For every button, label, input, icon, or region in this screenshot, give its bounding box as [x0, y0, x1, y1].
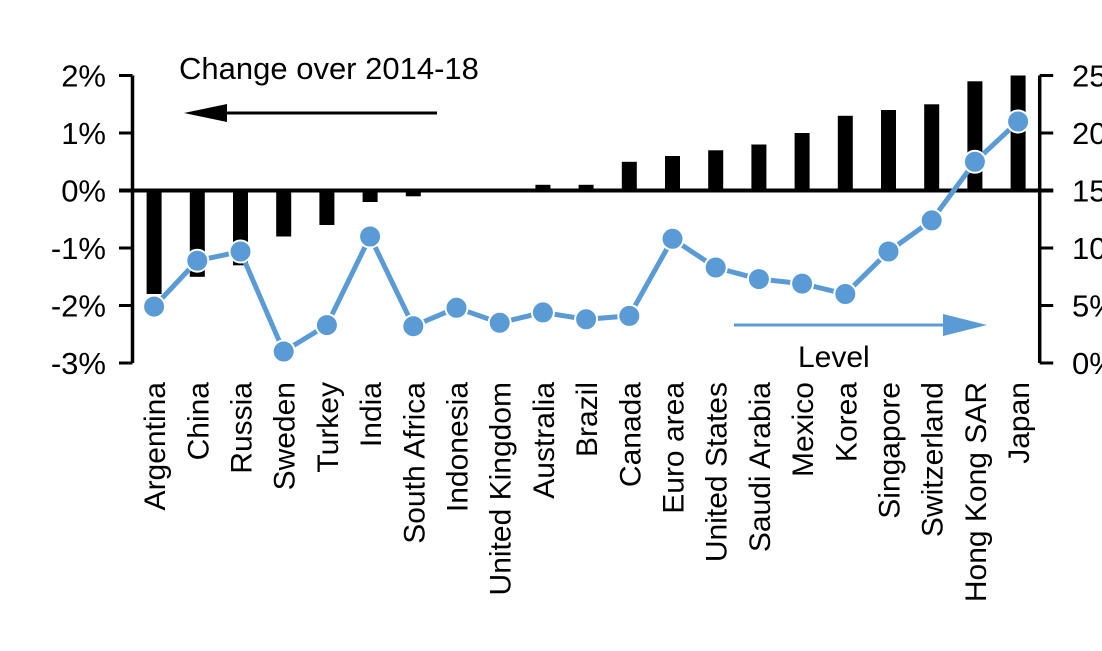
category-label-euro-area: Euro area: [658, 382, 691, 514]
dot-united-kingdom: [487, 310, 512, 335]
combo-chart: 2% 1% 0% -1% -2% -3% 25% 20% 15% 10% 5% 0% Argentina…: [51, 51, 1102, 603]
category-label-australia: Australia: [528, 382, 561, 499]
line-series: [142, 109, 1031, 364]
category-label-argentina: Argentina: [139, 382, 172, 511]
category-label-brazil: Brazil: [571, 382, 604, 457]
axes: [119, 74, 1054, 365]
left-axis-tick-label: 1%: [61, 116, 106, 151]
dot-argentina: [142, 294, 167, 319]
category-label-switzerland: Switzerland: [917, 382, 950, 537]
bar-korea: [837, 115, 853, 191]
bar-india: [362, 190, 378, 202]
level-arrow-right: [734, 314, 987, 336]
category-label-united-kingdom: United Kingdom: [485, 382, 518, 595]
dot-euro-area: [660, 226, 685, 251]
category-label-china: China: [182, 382, 215, 461]
bar-argentina: [146, 190, 162, 294]
category-label-russia: Russia: [226, 382, 259, 474]
bar-sweden: [276, 190, 292, 237]
axis-labels: 2% 1% 0% -1% -2% -3% 25% 20% 15% 10% 5% 0% Argentina…: [51, 59, 1102, 603]
category-label-south-africa: South Africa: [398, 382, 431, 544]
category-label-united-states: United States: [701, 382, 734, 562]
dot-russia: [228, 239, 253, 264]
bar-south-africa: [405, 190, 421, 197]
dot-turkey: [314, 313, 339, 338]
bar-canada: [621, 161, 637, 191]
level-series-label: Level: [798, 341, 870, 374]
category-label-turkey: Turkey: [312, 382, 345, 473]
chart-title: Change over 2014-18: [179, 51, 479, 86]
right-axis-tick-label: 15%: [1072, 174, 1102, 209]
bar-mexico: [794, 133, 810, 191]
bar-australia: [535, 184, 551, 191]
change-arrow-head-icon: [184, 104, 227, 122]
dot-japan: [1006, 109, 1031, 134]
category-label-canada: Canada: [614, 382, 647, 487]
dot-china: [185, 248, 210, 273]
dot-south-africa: [401, 314, 426, 339]
category-label-india: India: [355, 382, 388, 447]
dot-indonesia: [444, 295, 469, 320]
right-axis-tick-label: 5%: [1072, 289, 1102, 324]
dot-canada: [617, 303, 642, 328]
bar-switzerland: [924, 104, 940, 191]
category-label-sweden: Sweden: [269, 382, 302, 490]
category-label-saudi-arabia: Saudi Arabia: [744, 382, 777, 552]
category-label-korea: Korea: [830, 382, 863, 462]
category-label-mexico: Mexico: [787, 382, 820, 477]
category-label-indonesia: Indonesia: [442, 382, 475, 512]
bar-brazil: [578, 184, 594, 191]
dot-australia: [530, 300, 555, 325]
bar-singapore: [881, 110, 896, 191]
right-axis-tick-label: 25%: [1072, 59, 1102, 94]
dot-saudi-arabia: [746, 267, 771, 292]
dot-singapore: [876, 239, 901, 264]
dot-sweden: [271, 339, 296, 364]
dot-korea: [833, 282, 858, 306]
dot-mexico: [790, 271, 815, 296]
change-arrow-left: [184, 104, 437, 122]
dot-united-states: [703, 255, 728, 280]
category-label-singapore: Singapore: [874, 382, 907, 519]
bar-turkey: [319, 190, 335, 225]
category-label-japan: Japan: [1003, 382, 1036, 464]
right-axis-tick-label: 0%: [1072, 346, 1102, 381]
left-axis-tick-label: -1%: [51, 231, 106, 266]
level-arrow-head-icon: [943, 314, 987, 336]
bar-saudi-arabia: [751, 144, 767, 191]
left-axis-tick-label: -3%: [51, 346, 106, 381]
left-axis-tick-label: -2%: [51, 289, 106, 324]
left-axis-tick-label: 2%: [61, 59, 106, 94]
dot-india: [358, 224, 383, 249]
bar-hong-kong-sar: [967, 81, 983, 191]
combo-chart-figure: 2% 1% 0% -1% -2% -3% 25% 20% 15% 10% 5% 0% Argentina…: [40, 16, 1102, 635]
bar-united-states: [708, 150, 724, 191]
right-axis-tick-label: 10%: [1072, 231, 1102, 266]
right-axis-tick-label: 20%: [1072, 116, 1102, 151]
dot-switzerland: [919, 208, 944, 233]
category-label-hong-kong-sar: Hong Kong SAR: [960, 382, 993, 602]
bar-euro-area: [665, 156, 680, 191]
dot-hong-kong-sar: [962, 149, 987, 174]
dot-brazil: [574, 307, 599, 332]
left-axis-tick-label: 0%: [61, 174, 106, 209]
